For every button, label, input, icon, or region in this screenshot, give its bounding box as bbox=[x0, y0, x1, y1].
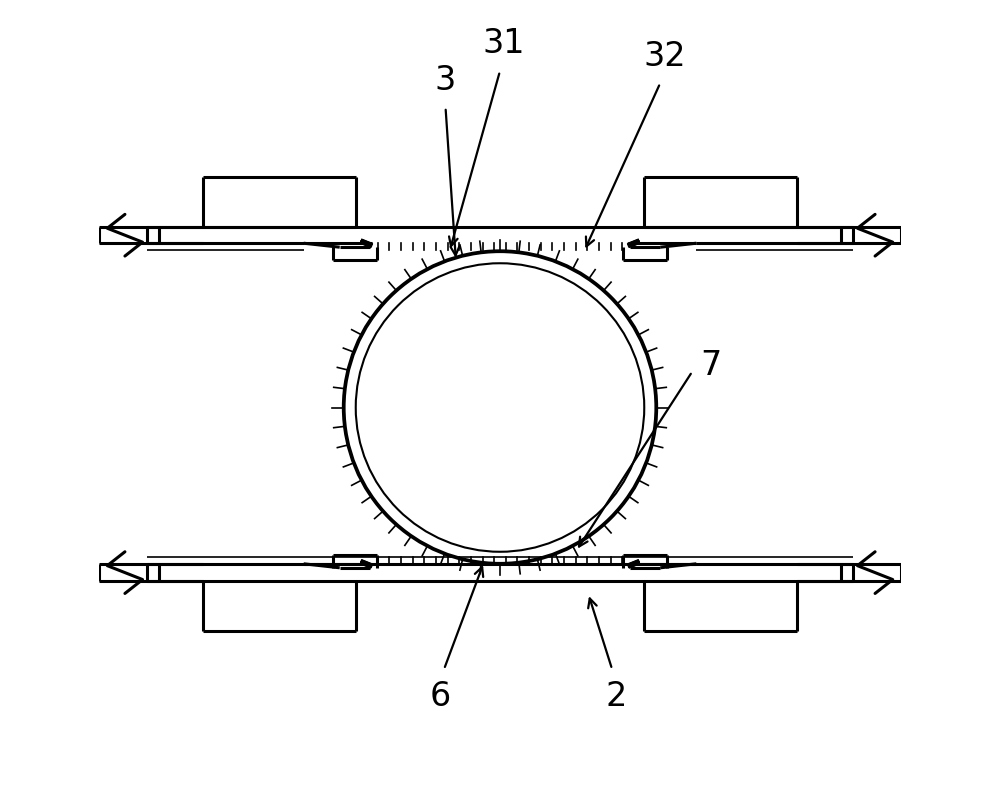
Text: 31: 31 bbox=[483, 27, 525, 61]
Text: 2: 2 bbox=[606, 680, 627, 713]
Text: 6: 6 bbox=[429, 680, 451, 713]
Text: 3: 3 bbox=[435, 65, 456, 98]
Text: 7: 7 bbox=[700, 349, 722, 382]
Text: 32: 32 bbox=[643, 40, 686, 73]
